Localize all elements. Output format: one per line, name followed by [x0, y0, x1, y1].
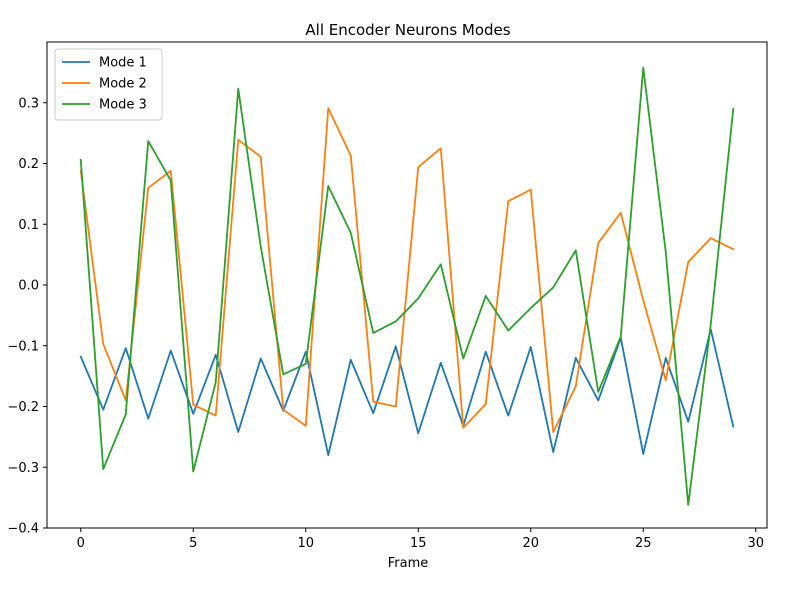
- series-layer: [79, 66, 735, 506]
- legend: Mode 1 Mode 2 Mode 3: [54, 48, 163, 121]
- y-tick-label: 0.1: [18, 218, 39, 233]
- y-tick-label: 0.0: [18, 279, 39, 294]
- y-axis: −0.4 −0.3 −0.2 −0.1 0.0 0.1 0.2 0.3: [7, 96, 47, 537]
- x-tick-label: 0: [77, 536, 85, 551]
- y-tick-label: 0.2: [18, 157, 39, 172]
- y-tick-label: −0.1: [7, 339, 39, 354]
- series-line-mode-3: [79, 66, 735, 506]
- x-tick-label: 15: [410, 536, 427, 551]
- y-tick-label: 0.3: [18, 96, 39, 111]
- x-axis-title: Frame: [388, 556, 429, 571]
- legend-label-mode-1: Mode 1: [99, 56, 147, 71]
- y-tick-label: −0.2: [7, 400, 39, 415]
- series-line-mode-1: [79, 328, 735, 457]
- legend-box: [54, 48, 163, 121]
- x-tick-label: 30: [747, 536, 764, 551]
- series-line-mode-2: [79, 107, 735, 433]
- legend-label-mode-2: Mode 2: [99, 77, 147, 92]
- y-tick-label: −0.4: [7, 522, 39, 537]
- x-tick-label: 25: [635, 536, 652, 551]
- chart-title: All Encoder Neurons Modes: [305, 21, 510, 39]
- x-tick-label: 5: [189, 536, 197, 551]
- y-tick-label: −0.3: [7, 461, 39, 476]
- x-axis: 0 5 10 15 20 25 30: [77, 528, 764, 551]
- x-tick-label: 20: [522, 536, 539, 551]
- legend-label-mode-3: Mode 3: [99, 98, 147, 113]
- x-tick-label: 10: [297, 536, 314, 551]
